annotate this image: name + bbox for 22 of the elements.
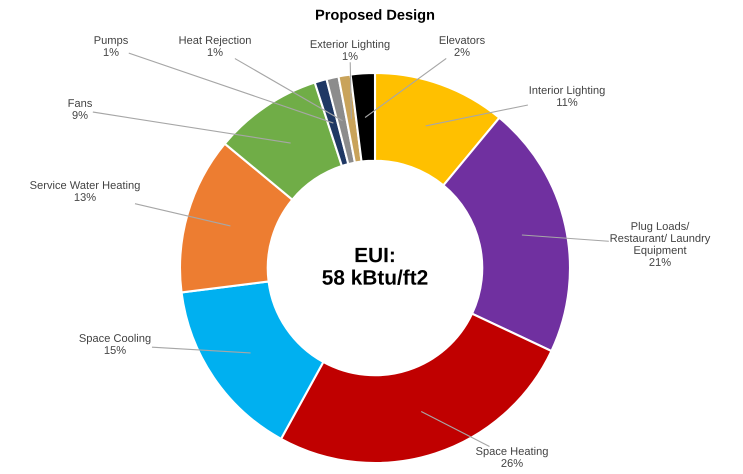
slice-label: Fans [68, 99, 92, 107]
slice-label: Plug Loads/ Restaurant/ Laundry Equipment [610, 222, 710, 256]
data-label: 13% [74, 193, 96, 201]
slice-label: Service Water Heating [30, 180, 140, 192]
slice-label: Space Cooling [79, 334, 150, 344]
data-label: 9% [72, 111, 88, 119]
data-label: 1% [208, 48, 223, 56]
data-label: 2% [454, 48, 470, 56]
data-label: 15% [104, 346, 126, 354]
text: EUI: 58 kBtu/ft2 [322, 248, 428, 286]
data-label: 26% [501, 459, 523, 467]
data-label: 1% [104, 48, 119, 56]
slice-label: Exterior Lighting [310, 40, 390, 50]
chart-title: Proposed Design [316, 9, 434, 23]
slice-label: Elevators [440, 36, 485, 44]
slice-label: Heat Rejection [179, 36, 251, 46]
slice-label: Pumps [94, 36, 128, 46]
data-label: 21% [649, 258, 671, 266]
slice-label: Interior Lighting [530, 86, 605, 96]
slice-label: Space Heating [476, 446, 548, 458]
data-label: 1% [342, 52, 358, 60]
data-label: 11% [557, 98, 578, 106]
